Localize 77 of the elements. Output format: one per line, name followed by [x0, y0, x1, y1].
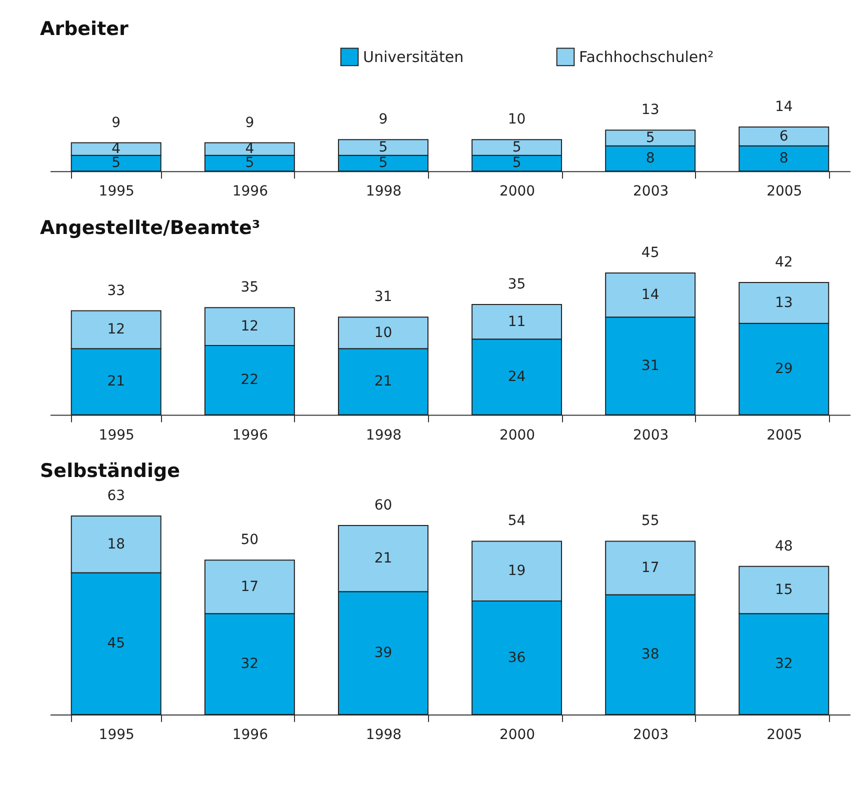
- data-label: 21: [374, 374, 392, 390]
- total-label: 31: [374, 289, 392, 306]
- total-label: 35: [508, 276, 526, 292]
- data-label: 17: [240, 578, 259, 595]
- data-label: 21: [374, 550, 392, 567]
- total-label: 33: [107, 282, 126, 299]
- data-label: 12: [240, 318, 259, 335]
- data-label: 32: [240, 656, 259, 672]
- data-label: 4: [112, 141, 121, 158]
- data-label: 5: [512, 139, 522, 156]
- x-tick-label: 1996: [232, 726, 268, 743]
- x-tick-label: 2005: [766, 427, 802, 444]
- total-label: 63: [107, 488, 126, 504]
- data-label: 8: [779, 150, 788, 166]
- data-label: 13: [774, 294, 793, 311]
- x-tick-label: 1995: [98, 726, 134, 743]
- total-label: 9: [245, 114, 254, 131]
- x-tick-label: 1995: [98, 427, 134, 444]
- data-label: 32: [774, 656, 793, 672]
- x-tick-label: 2003: [633, 427, 669, 444]
- x-tick-label: 1998: [366, 726, 402, 743]
- total-label: 54: [508, 513, 526, 530]
- data-label: 5: [512, 155, 522, 172]
- total-label: 13: [641, 102, 660, 118]
- total-label: 35: [240, 280, 259, 296]
- total-label: 50: [240, 532, 259, 548]
- total-label: 55: [641, 513, 660, 530]
- x-tick-label: 1995: [98, 184, 134, 200]
- x-tick-label: 2000: [499, 726, 536, 743]
- chart-title: Angestellte/Beamte³: [40, 217, 260, 239]
- data-label: 4: [245, 141, 254, 158]
- legend-label: Universitäten: [363, 48, 464, 66]
- x-tick-label: 1996: [232, 184, 268, 200]
- x-tick-label: 1996: [232, 427, 268, 444]
- chart-title: Arbeiter: [40, 18, 130, 40]
- data-label: 31: [641, 358, 660, 374]
- data-label: 5: [378, 155, 388, 172]
- data-label: 5: [245, 155, 254, 172]
- data-label: 45: [107, 636, 126, 652]
- total-label: 9: [112, 114, 121, 131]
- data-label: 8: [646, 150, 655, 166]
- data-label: 22: [240, 372, 259, 388]
- total-label: 42: [774, 254, 793, 270]
- x-tick-label: 1998: [366, 427, 402, 444]
- data-label: 10: [374, 324, 392, 341]
- total-label: 45: [641, 245, 660, 261]
- data-label: 12: [107, 322, 126, 338]
- data-label: 17: [641, 560, 660, 576]
- x-tick-label: 2005: [766, 726, 802, 743]
- total-label: 10: [508, 112, 526, 128]
- data-label: 14: [641, 287, 660, 304]
- x-tick-label: 2000: [499, 184, 536, 200]
- total-label: 14: [774, 99, 793, 115]
- total-label: 60: [374, 497, 392, 514]
- total-label: 9: [378, 112, 388, 128]
- data-label: 38: [641, 646, 660, 663]
- data-label: 21: [107, 374, 126, 390]
- x-tick-label: 1998: [366, 184, 402, 200]
- total-label: 48: [774, 538, 793, 554]
- x-tick-label: 2003: [633, 726, 669, 743]
- x-tick-label: 2003: [633, 184, 669, 200]
- data-label: 5: [112, 155, 121, 172]
- data-label: 19: [508, 563, 526, 580]
- data-label: 15: [774, 582, 793, 598]
- x-tick-label: 2005: [766, 184, 802, 200]
- data-label: 11: [508, 314, 526, 330]
- data-label: 5: [378, 139, 388, 156]
- data-label: 5: [646, 130, 655, 146]
- legend-label: Fachhochschulen²: [579, 48, 714, 66]
- data-label: 39: [374, 645, 392, 662]
- data-label: 29: [774, 361, 793, 378]
- data-label: 36: [508, 650, 526, 666]
- data-label: 24: [508, 368, 526, 385]
- x-tick-label: 2000: [499, 427, 536, 444]
- chart-title: Selbständige: [40, 460, 180, 482]
- data-label: 6: [779, 128, 788, 144]
- data-label: 18: [107, 536, 126, 552]
